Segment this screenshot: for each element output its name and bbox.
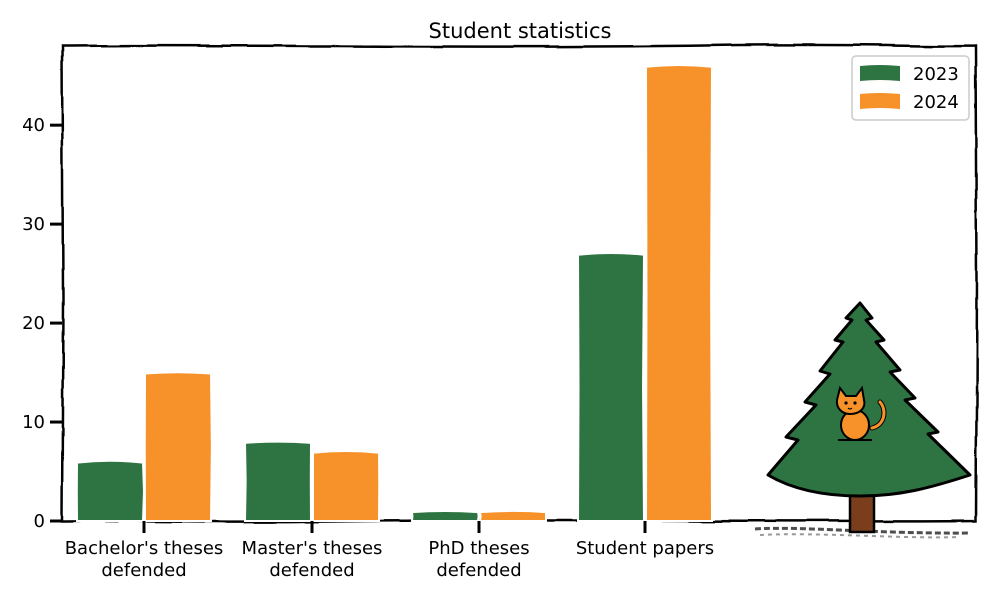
x-tick-label-3: Student papers — [576, 538, 714, 559]
bar-2023-0 — [77, 461, 144, 521]
y-tick-label: 40 — [22, 115, 45, 136]
tree-crown — [768, 303, 970, 496]
legend-label-2024: 2024 — [913, 92, 959, 113]
x-tick-label-1: Master's theses defended — [242, 538, 383, 581]
x-axis: Bachelor's theses defended Master's theses… — [65, 521, 714, 581]
y-tick-label: 30 — [22, 214, 45, 235]
y-axis: 0 10 20 30 40 — [22, 115, 62, 532]
y-tick-label: 10 — [22, 412, 45, 433]
bar-2023-1 — [245, 442, 311, 521]
bar-2024-3 — [646, 65, 712, 521]
bar-2024-1 — [313, 451, 379, 521]
tree-illustration — [755, 303, 970, 537]
bar-2024-0 — [145, 372, 212, 521]
tree-trunk — [850, 492, 874, 532]
x-tick-label-2: PhD theses defended — [428, 538, 529, 581]
chart-title: Student statistics — [429, 19, 612, 43]
bar-2023-2 — [412, 511, 479, 521]
bars — [77, 65, 712, 521]
bar-2024-2 — [480, 511, 546, 521]
ground-shadow-2 — [760, 534, 960, 537]
y-tick-label: 0 — [34, 511, 45, 532]
bar-2023-3 — [578, 253, 644, 521]
legend: 2023 2024 — [852, 56, 969, 120]
x-tick-label-0: Bachelor's theses defended — [65, 538, 224, 581]
legend-label-2023: 2023 — [913, 64, 959, 85]
legend-swatch-2024 — [860, 93, 900, 109]
y-tick-label: 20 — [22, 313, 45, 334]
legend-swatch-2023 — [860, 65, 900, 81]
